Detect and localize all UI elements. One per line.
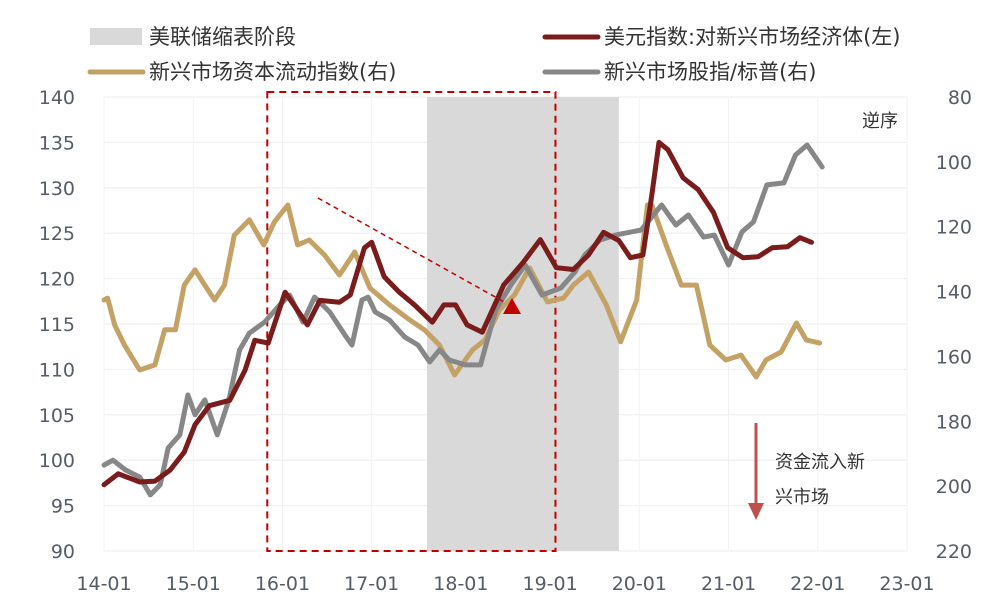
series-line-2 (101, 142, 825, 498)
left-tick-label: 100 (39, 450, 75, 472)
x-tick-label: 20-01 (612, 573, 667, 595)
left-tick-label: 115 (39, 314, 75, 336)
x-tick-label: 14-01 (76, 573, 131, 595)
x-tick-label: 19-01 (523, 573, 578, 595)
left-tick-label: 110 (39, 359, 75, 381)
series-line-1 (101, 202, 823, 380)
right-tick-label: 220 (936, 541, 972, 563)
right-tick-label: 160 (936, 346, 972, 368)
legend-label-flow: 新兴市场资本流动指数(右) (149, 60, 396, 84)
legend-label-usd: 美元指数:对新兴市场经济体(左) (604, 25, 900, 49)
flow-note-line1: 资金流入新 (775, 452, 865, 473)
x-tick-label: 21-01 (701, 573, 756, 595)
x-tick-label: 22-01 (790, 573, 845, 595)
flow-note-line2: 兴市场 (775, 487, 829, 508)
legend-label-em-equity: 新兴市场股指/标普(右) (604, 60, 816, 84)
left-tick-label: 125 (39, 223, 75, 245)
x-tick-label: 15-01 (166, 573, 221, 595)
legend-label-shaded: 美联储缩表阶段 (149, 25, 296, 49)
axis-ticks: 140 135 130 125 120 115 110 105 100 95 90 80 100 120 1… (39, 87, 972, 595)
x-tick-label: 23-01 (879, 573, 934, 595)
right-tick-label: 180 (936, 411, 972, 433)
series-line-0 (101, 139, 814, 488)
reverse-order-label: 逆序 (862, 111, 898, 132)
legend-swatch-shaded (90, 28, 142, 45)
left-tick-label: 135 (39, 132, 75, 154)
x-tick-label: 18-01 (433, 573, 488, 595)
left-tick-label: 95 (51, 496, 75, 518)
right-tick-label: 80 (948, 87, 972, 109)
left-tick-label: 140 (39, 87, 75, 109)
right-tick-label: 140 (936, 282, 972, 304)
flow-arrow-head (748, 503, 764, 520)
right-tick-label: 200 (936, 476, 972, 498)
x-tick-label: 17-01 (344, 573, 399, 595)
left-tick-label: 105 (39, 405, 75, 427)
left-tick-label: 120 (39, 269, 75, 291)
trend-arrow-head (503, 298, 521, 314)
shaded-period (426, 97, 619, 551)
x-tick-label: 16-01 (255, 573, 310, 595)
right-tick-label: 120 (936, 217, 972, 239)
left-tick-label: 130 (39, 178, 75, 200)
series-lines (101, 139, 825, 498)
right-tick-label: 100 (936, 152, 972, 174)
left-tick-label: 90 (51, 541, 75, 563)
